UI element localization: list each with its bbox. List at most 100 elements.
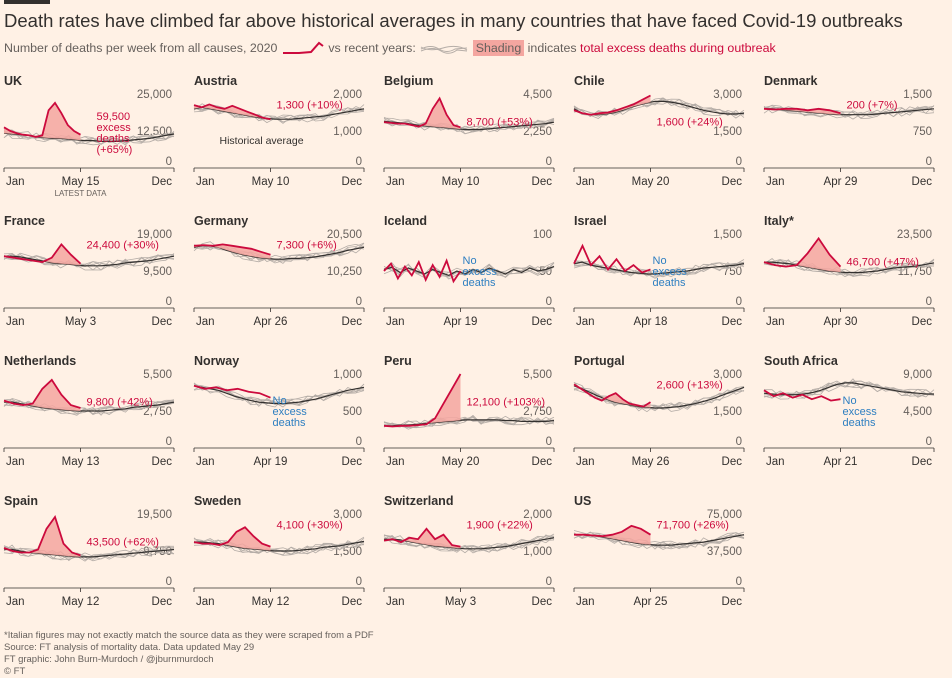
historical-line xyxy=(383,416,555,429)
y-tick-label: 5,500 xyxy=(143,369,172,381)
panel-portugal: Portugal 3,000 1,500 0 Jan May 26 Dec 2,600 (+1… xyxy=(573,354,745,468)
excess-annotation: 1,900 (+22%) xyxy=(467,519,533,531)
y-tick-label: 20,500 xyxy=(327,229,362,241)
series-2020-line xyxy=(383,96,461,129)
country-title: Austria xyxy=(194,74,238,88)
x-tick-label: Jan xyxy=(386,176,405,188)
historical-average-line xyxy=(764,261,935,274)
x-tick-label: May 15 xyxy=(62,176,100,188)
x-tick-label: Jan xyxy=(196,176,215,188)
y-tick-label: 37,500 xyxy=(707,546,742,558)
x-tick-label: Jan xyxy=(386,456,405,468)
historical-line xyxy=(193,542,365,556)
y-tick-label: 0 xyxy=(926,156,932,168)
y-tick-label: 1,500 xyxy=(713,229,742,241)
excess-annotation: 7,300 (+6%) xyxy=(277,239,337,251)
x-tick-label: Dec xyxy=(342,596,363,608)
no-excess-annotation: deaths xyxy=(843,417,877,429)
y-tick-label: 1,500 xyxy=(713,406,742,418)
excess-shading xyxy=(384,528,461,549)
historical-line xyxy=(573,533,745,549)
excess-shading xyxy=(194,244,271,259)
y-tick-label: 1,000 xyxy=(333,369,362,381)
y-tick-label: 1,000 xyxy=(523,546,552,558)
y-tick-label: 0 xyxy=(356,296,362,308)
x-tick-label: Jan xyxy=(196,316,215,328)
y-tick-label: 19,000 xyxy=(137,229,172,241)
series-2020-line xyxy=(3,101,81,138)
country-title: Germany xyxy=(194,214,248,228)
excess-shading xyxy=(574,384,651,408)
historical-line xyxy=(763,258,935,276)
historical-average-line xyxy=(383,266,555,277)
y-tick-label: 3,000 xyxy=(713,89,742,101)
latest-data-label: LATEST DATA xyxy=(55,189,108,198)
historical-average-line xyxy=(573,100,745,116)
x-tick-label: Jan xyxy=(576,596,595,608)
y-tick-label: 1,500 xyxy=(903,89,932,101)
x-tick-label: Jan xyxy=(196,456,215,468)
excess-shading xyxy=(194,527,271,551)
legend-2020-line-icon xyxy=(282,41,324,54)
x-tick-label: Jan xyxy=(6,176,25,188)
y-tick-label: 0 xyxy=(546,296,552,308)
series-2020-line xyxy=(193,243,271,256)
x-tick-label: May 12 xyxy=(252,596,290,608)
x-tick-label: May 10 xyxy=(252,176,290,188)
excess-annotation: 9,800 (+42%) xyxy=(87,396,153,408)
series-2020-line xyxy=(193,526,271,548)
series-2020-line xyxy=(574,524,651,538)
y-tick-label: 25,000 xyxy=(137,89,172,101)
x-tick-label: Jan xyxy=(576,176,595,188)
x-tick-label: May 20 xyxy=(632,176,670,188)
excess-shading xyxy=(384,374,461,426)
panel-peru: Peru 5,500 2,750 0 Jan May 20 Dec 12,100 (+103%… xyxy=(383,354,555,468)
historical-line xyxy=(383,534,555,552)
historical-line xyxy=(573,100,745,118)
series-2020-line xyxy=(763,389,841,402)
y-tick-label: 0 xyxy=(546,436,552,448)
excess-annotation: 2,600 (+13%) xyxy=(657,379,723,391)
excess-annotation: (+65%) xyxy=(97,144,133,156)
series-2020-line xyxy=(383,258,462,284)
country-title: South Africa xyxy=(764,354,839,368)
historical-average-line xyxy=(763,382,934,396)
excess-annotation: 1,300 (+10%) xyxy=(277,99,343,111)
excess-annotation: 71,700 (+26%) xyxy=(657,519,729,531)
y-tick-label: 1,500 xyxy=(713,126,742,138)
historical-line xyxy=(383,117,555,131)
y-tick-label: 0 xyxy=(356,436,362,448)
y-tick-label: 0 xyxy=(166,436,172,448)
x-tick-label: Jan xyxy=(6,456,25,468)
historical-line xyxy=(383,535,555,553)
footnote-credit: FT graphic: John Burn-Murdoch / @jburnmu… xyxy=(4,654,214,665)
series-2020-line xyxy=(3,242,82,265)
country-title: Belgium xyxy=(384,74,433,88)
y-tick-label: 0 xyxy=(356,576,362,588)
x-tick-label: Dec xyxy=(152,596,173,608)
x-tick-label: Jan xyxy=(386,316,405,328)
subtitle-prefix: Number of deaths per week from all cause… xyxy=(4,41,247,55)
y-tick-label: 0 xyxy=(736,296,742,308)
series-2020-line xyxy=(3,378,81,409)
panel-chile: Chile 3,000 1,500 0 Jan May 20 Dec 1,600 (+24%) xyxy=(573,74,745,188)
x-tick-label: Dec xyxy=(342,316,363,328)
country-title: Norway xyxy=(194,354,239,368)
x-tick-label: May 13 xyxy=(62,456,100,468)
x-tick-label: Dec xyxy=(722,596,743,608)
y-tick-label: 4,500 xyxy=(903,406,932,418)
x-tick-label: Apr 26 xyxy=(254,316,288,328)
subtitle-year: 2020 xyxy=(249,41,278,55)
x-tick-label: Dec xyxy=(722,176,743,188)
excess-shading xyxy=(4,102,81,141)
footnote-copyright: © FT xyxy=(4,666,26,677)
country-title: Portugal xyxy=(574,354,625,368)
x-tick-label: Dec xyxy=(152,456,173,468)
footnote-source: Source: FT analysis of mortality data. D… xyxy=(4,642,255,653)
historical-average-line xyxy=(193,385,365,405)
series-2020-line xyxy=(383,527,461,548)
x-tick-label: Dec xyxy=(912,316,933,328)
